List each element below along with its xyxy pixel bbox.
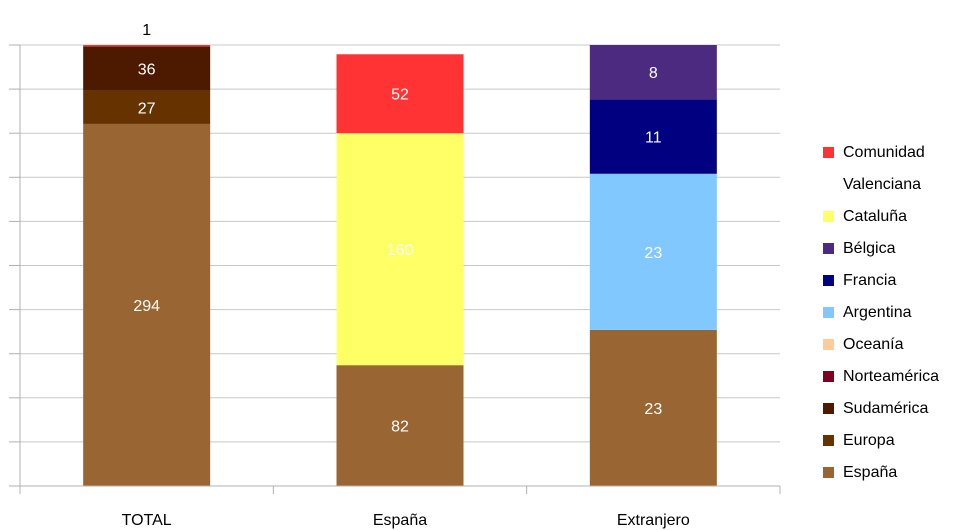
bar-segment xyxy=(336,365,464,486)
category-label: España xyxy=(373,512,427,529)
bar-segment xyxy=(83,90,211,124)
legend-swatch xyxy=(823,307,834,318)
legend-swatch xyxy=(823,467,834,478)
legend-item: Europa xyxy=(823,425,953,457)
legend-swatch xyxy=(823,339,834,350)
x-axis: TOTAL España Extranjero xyxy=(19,45,781,529)
data-labels: 294 27 36 1 82 160 52 23 23 11 8 xyxy=(133,22,662,436)
legend-swatch xyxy=(823,275,834,286)
data-label: 160 xyxy=(387,242,414,259)
bar-segment xyxy=(589,99,717,174)
bar-segment xyxy=(589,173,717,330)
legend-swatch xyxy=(823,211,834,222)
legend: Comunidad Valenciana Cataluña Bélgica Franci… xyxy=(823,137,953,489)
bar-segment xyxy=(83,45,211,47)
legend-label: Sudamérica xyxy=(843,400,929,417)
data-label: 294 xyxy=(133,298,160,315)
data-label: 11 xyxy=(645,130,662,147)
data-label-top: 1 xyxy=(142,22,151,39)
legend-label: Argentina xyxy=(843,304,912,321)
data-label: 8 xyxy=(649,65,658,82)
legend-label: Oceanía xyxy=(843,336,904,353)
bar-segment xyxy=(336,133,464,366)
legend-label: Francia xyxy=(843,272,897,289)
bar-segment xyxy=(83,123,211,487)
data-label: 52 xyxy=(391,87,409,104)
bar-segment xyxy=(589,45,717,100)
legend-item: Comunidad Valenciana xyxy=(823,137,953,201)
legend-label: Norteamérica xyxy=(843,368,940,385)
legend-swatch xyxy=(823,147,834,158)
legend-item: Norteamérica xyxy=(823,361,953,393)
data-label: 27 xyxy=(138,100,156,117)
category-label: TOTAL xyxy=(122,512,172,529)
data-label: 23 xyxy=(644,401,662,418)
bar-segment xyxy=(336,54,464,134)
legend-label: Valenciana xyxy=(843,176,921,193)
legend-item: Francia xyxy=(823,265,953,297)
legend-item: Cataluña xyxy=(823,201,953,233)
legend-label: Bélgica xyxy=(843,240,896,257)
legend-swatch xyxy=(823,403,834,414)
legend-item: España xyxy=(823,457,953,489)
legend-label: Cataluña xyxy=(843,208,908,225)
bar-segment xyxy=(83,46,211,91)
legend-item: Argentina xyxy=(823,297,953,329)
category-label: Extranjero xyxy=(617,512,690,529)
legend-label: España xyxy=(843,464,898,481)
legend-swatch xyxy=(823,243,834,254)
bar-segment xyxy=(589,329,717,486)
legend-swatch xyxy=(823,371,834,382)
legend-item: Bélgica xyxy=(823,233,953,265)
legend-item: Sudamérica xyxy=(823,393,953,425)
data-label: 36 xyxy=(138,62,156,79)
legend-label: Europa xyxy=(843,432,895,449)
data-label: 82 xyxy=(391,419,409,436)
data-label: 23 xyxy=(644,245,662,262)
bars xyxy=(83,45,717,487)
legend-item: Oceanía xyxy=(823,329,953,361)
legend-label: Comunidad xyxy=(843,144,925,161)
legend-swatch xyxy=(823,435,834,446)
